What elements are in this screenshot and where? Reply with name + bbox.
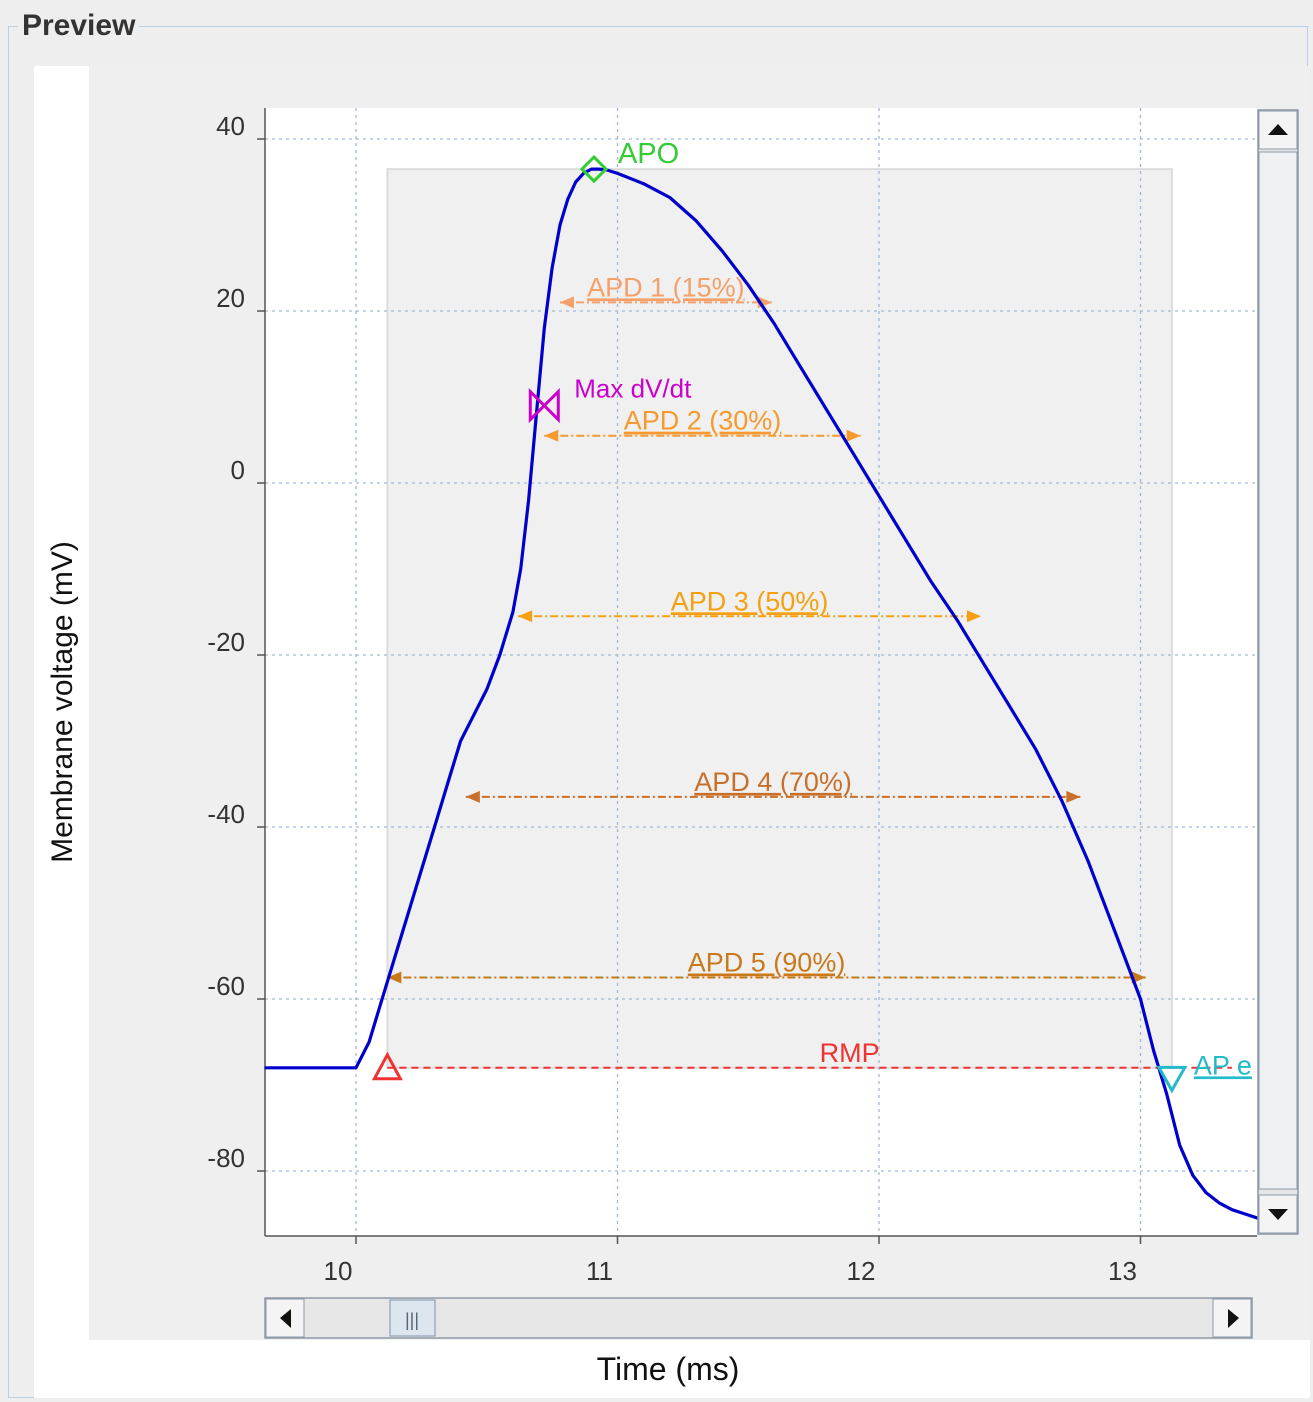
y-tick-label: -40 — [207, 799, 245, 829]
apd-label: APD 1 (15%) — [587, 272, 745, 302]
apd-arrowhead — [1131, 971, 1146, 984]
voltage-trace-line — [264, 167, 1259, 1220]
apo-label: APO — [618, 138, 679, 170]
apo-marker — [579, 154, 609, 184]
apd-label: APD 3 (50%) — [671, 586, 829, 616]
shaded-region-layer — [386, 168, 1173, 1069]
ap-end-marker — [1156, 1065, 1188, 1094]
scroll-right-arrow-icon — [1228, 1309, 1239, 1328]
apd-arrowhead — [1066, 790, 1081, 803]
x-tick-label: 13 — [1108, 1256, 1137, 1286]
ap-start-marker — [371, 1051, 403, 1081]
apd-label: APD 2 (30%) — [624, 406, 782, 436]
series-layer — [264, 167, 1259, 1220]
grid-layer — [265, 108, 1257, 1236]
horizontal-scrollbar[interactable]: ||| — [264, 1297, 1253, 1339]
y-tick-label: 0 — [231, 455, 245, 485]
apd-label: APD 4 (70%) — [694, 767, 852, 797]
scroll-up-arrow-icon — [1268, 124, 1288, 135]
apd-arrowhead — [559, 296, 574, 309]
y-tick-label: 40 — [216, 111, 245, 141]
scroll-left-arrow-icon — [280, 1309, 291, 1328]
apd-arrowhead — [966, 610, 981, 623]
x-tick-label: 12 — [847, 1256, 876, 1286]
y-tick-label: 20 — [216, 283, 245, 313]
max-dvdt-marker — [528, 387, 560, 424]
annotation-layer: APD 1 (15%) APD 2 (30%) APD 3 (50%) APD 4 (… — [387, 272, 1232, 1069]
apd-arrowhead — [387, 971, 402, 984]
x-tick-label: 11 — [586, 1256, 613, 1286]
vertical-scrollbar[interactable] — [1257, 109, 1299, 1235]
x-axis-label: Time (ms) — [597, 1351, 740, 1387]
axis-layer: 10 11 12 13 40 20 0 -20 -40 -60 -80 — [207, 108, 1257, 1286]
ap-end-label: AP e — [1194, 1050, 1252, 1080]
scroll-down-arrow-icon — [1268, 1209, 1288, 1220]
scroll-thumb-grip-icon: ||| — [405, 1310, 419, 1330]
vertical-scroll-thumb[interactable] — [1258, 151, 1298, 1190]
apd-arrowhead — [465, 790, 480, 803]
y-tick-label: -60 — [207, 971, 245, 1001]
apd-label: APD 5 (90%) — [688, 948, 846, 978]
marker-layer: APO Max dV/dt AP e — [371, 138, 1252, 1094]
apd-arrowhead — [544, 429, 559, 442]
y-tick-label: -80 — [207, 1143, 245, 1173]
y-axis-label: Membrane voltage (mV) — [46, 541, 79, 863]
max-dvdt-label: Max dV/dt — [574, 374, 692, 404]
x-tick-label: 10 — [324, 1256, 353, 1286]
panel-title: Preview — [18, 8, 140, 44]
apd-arrowhead — [518, 610, 533, 623]
apd-arrowhead — [846, 429, 861, 442]
y-tick-label: -20 — [207, 627, 245, 657]
horizontal-scroll-thumb[interactable] — [389, 1299, 436, 1337]
shaded-region — [386, 168, 1173, 1069]
rmp-label: RMP — [820, 1038, 880, 1068]
